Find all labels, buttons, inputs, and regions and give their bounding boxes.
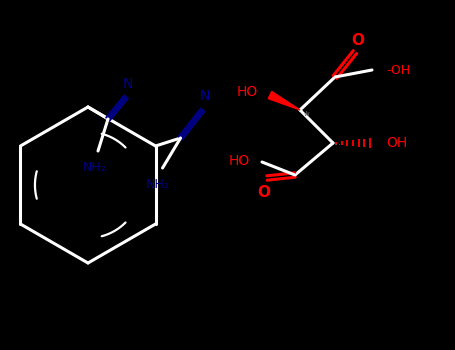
- Text: HO: HO: [229, 154, 250, 168]
- Text: -OH: -OH: [386, 63, 410, 77]
- Text: ··: ··: [302, 107, 308, 117]
- Text: w: w: [304, 111, 310, 117]
- Text: O: O: [352, 33, 364, 48]
- Polygon shape: [268, 91, 300, 110]
- Text: N: N: [199, 89, 210, 103]
- Text: N: N: [123, 77, 133, 91]
- Text: O: O: [258, 185, 271, 200]
- Text: HO: HO: [237, 85, 258, 99]
- Text: OH: OH: [386, 136, 407, 150]
- Text: NH₂: NH₂: [83, 161, 107, 174]
- Text: NH₂: NH₂: [146, 178, 169, 191]
- Text: ··: ··: [335, 140, 341, 150]
